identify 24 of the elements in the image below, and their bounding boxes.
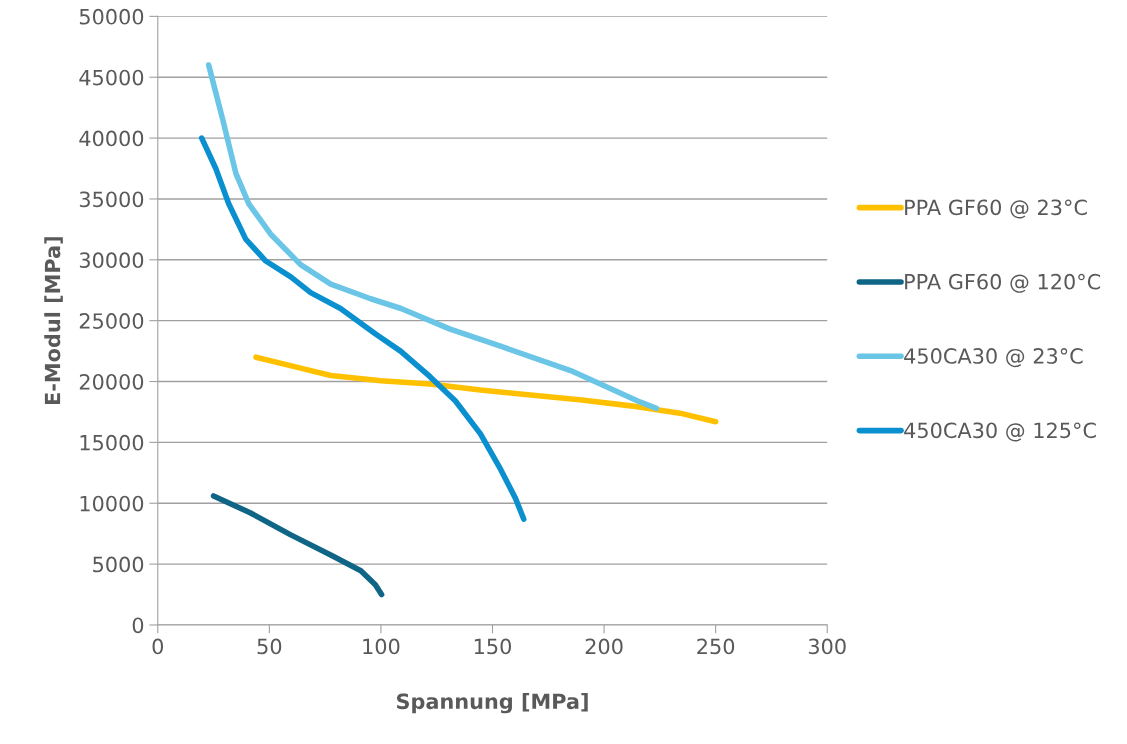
x-tick-label: 300	[808, 638, 846, 655]
y-tick-label: 35000	[79, 191, 144, 208]
x-tick-label: 100	[363, 638, 400, 655]
x-axis-title: Spannung [MPa]	[396, 693, 588, 714]
y-tick-label: 0	[132, 617, 144, 634]
x-tick-label: 250	[697, 638, 735, 655]
x-tick-label: 200	[585, 638, 623, 655]
y-tick-label: 40000	[79, 130, 144, 147]
x-tick-label: 150	[474, 638, 511, 655]
y-tick-label: 25000	[79, 313, 144, 329]
y-tick-label: 15000	[80, 434, 144, 451]
y-tick-label: 10000	[80, 495, 144, 512]
y-axis-title: E-Modul [MPa]	[44, 237, 63, 405]
y-tick-label: 20000	[79, 373, 144, 390]
legend-label: 450CA30 @ 23°C	[904, 348, 1083, 368]
x-tick-label: 50	[257, 638, 282, 655]
legend-label: PPA GF60 @ 120°C	[905, 273, 1101, 293]
legend-label: PPA GF60 @ 23°C	[905, 199, 1087, 219]
y-tick-label: 50000	[79, 8, 144, 25]
y-tick-label: 45000	[79, 69, 144, 86]
legend-label: 450CA30 @ 125°C	[904, 422, 1096, 442]
y-tick-label: 30000	[79, 252, 144, 269]
x-tick-label: 0	[152, 638, 164, 655]
y-tick-label: 5000	[93, 556, 144, 573]
